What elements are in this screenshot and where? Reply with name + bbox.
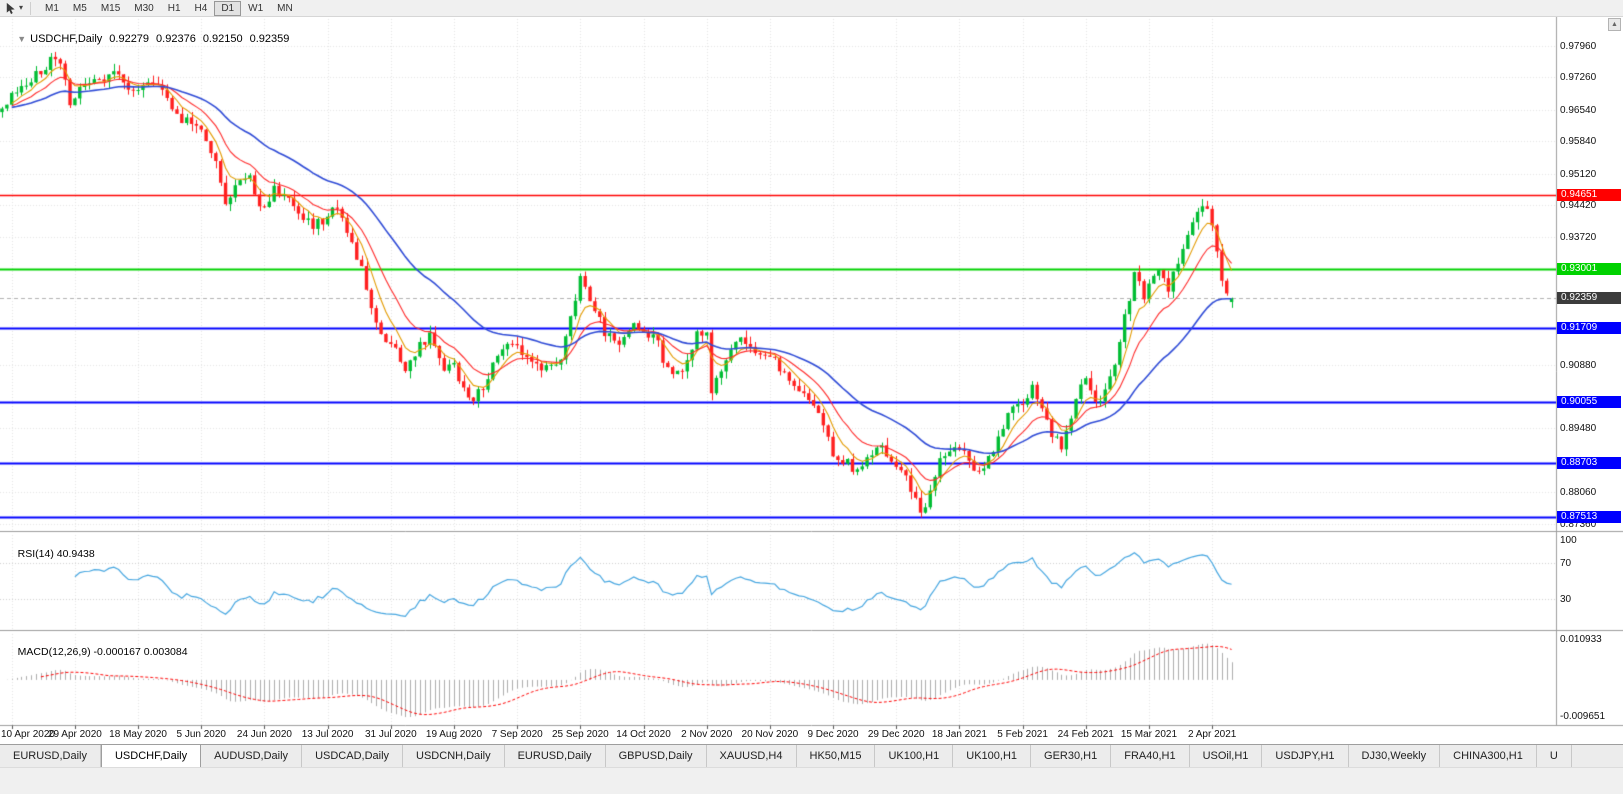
rsi-indicator-label: RSI(14) 40.9438	[6, 536, 95, 572]
date-axis-label: 24 Feb 2021	[1057, 729, 1114, 740]
chart-symbol-label: USDCHF,Daily	[30, 33, 103, 45]
timeframe-button-h4[interactable]: H4	[194, 2, 208, 14]
price-axis-label: 0.97260	[1560, 72, 1597, 84]
price-axis-label: 0.95120	[1560, 168, 1597, 180]
chart-tab-usdchf-daily[interactable]: USDCHF,Daily	[100, 745, 202, 767]
chart-tab-eurusd-daily[interactable]: EURUSD,Daily	[504, 745, 606, 767]
price-axis-label: 0.96540	[1560, 104, 1597, 116]
price-axis-label: 0.88060	[1560, 487, 1597, 499]
rsi-axis-label: 70	[1560, 558, 1572, 569]
price-axis-label: 0.94420	[1560, 200, 1597, 212]
rsi-name: RSI(14)	[17, 548, 54, 560]
ohlc-low: 0.92150	[202, 33, 243, 45]
level-price-tag[interactable]: 0.88703	[1557, 457, 1621, 470]
dropdown-caret-icon: ▾	[19, 3, 24, 12]
timeframe-button-m30[interactable]: M30	[134, 2, 154, 14]
chart-tab-bar: EURUSD,Daily USDCHF,Daily AUDUSD,Daily USDC…	[0, 744, 1623, 767]
date-axis-label: 14 Oct 2020	[616, 729, 671, 740]
date-axis-label: 5 Jun 2020	[176, 729, 227, 740]
date-axis-label: 10 Apr 2020	[1, 729, 55, 740]
chart-tab-uk100-h1[interactable]: UK100,H1	[953, 745, 1032, 767]
chart-tab-fra40-h1[interactable]: FRA40,H1	[1111, 745, 1190, 767]
chart-tab-u[interactable]: U	[1536, 745, 1572, 767]
chart-tab-hk50-m15[interactable]: HK50,M15	[796, 745, 876, 767]
date-axis-label: 20 Nov 2020	[741, 729, 799, 740]
timeframe-button-mn[interactable]: MN	[277, 2, 293, 14]
date-axis-label: 9 Dec 2020	[807, 729, 859, 740]
price-axis-label: 0.87360	[1560, 519, 1597, 531]
date-axis-label: 7 Sep 2020	[491, 729, 543, 740]
chart-tab-usoil-h1[interactable]: USOil,H1	[1189, 745, 1263, 767]
rsi-value: 40.9438	[56, 548, 95, 560]
level-price-tag[interactable]: 0.90055	[1557, 396, 1621, 409]
ohlc-close: 0.92359	[249, 33, 290, 45]
collapse-arrow-icon[interactable]: ▼	[17, 34, 27, 44]
chart-title: ▼ USDCHF,Daily 0.92279 0.92376 0.92150 0.9235…	[5, 21, 289, 57]
chart-tab-usdjpy-h1[interactable]: USDJPY,H1	[1262, 745, 1349, 767]
chart-window: ▼ USDCHF,Daily 0.92279 0.92376 0.92150 0.9235…	[0, 17, 1623, 744]
timeframe-button-m5[interactable]: M5	[72, 2, 87, 14]
cursor-tool-button[interactable]: ▾	[0, 0, 27, 16]
date-axis-label: 2 Nov 2020	[681, 729, 733, 740]
chart-scroll-up-button[interactable]: ▲	[1608, 18, 1621, 31]
chart-tab-audusd-daily[interactable]: AUDUSD,Daily	[201, 745, 303, 767]
date-axis-label: 25 Sep 2020	[551, 729, 609, 740]
date-axis-label: 29 Apr 2020	[47, 729, 102, 740]
timeframe-group: M1 M5 M15 M30 H1 H4 D1 W1 MN	[34, 0, 304, 16]
chart-tab-gbpusd-daily[interactable]: GBPUSD,Daily	[605, 745, 707, 767]
macd-axis-bottom-label: -0.009651	[1560, 711, 1606, 722]
chart-tab-xauusd-h4[interactable]: XAUUSD,H4	[706, 745, 797, 767]
toolbar-divider	[30, 1, 32, 15]
level-price-tag[interactable]: 0.87513	[1557, 511, 1621, 524]
macd-axis-top-label: 0.010933	[1560, 634, 1602, 645]
pointer-icon	[6, 2, 15, 14]
timeframe-button-h1[interactable]: H1	[167, 2, 181, 14]
chart-tab-usdcad-daily[interactable]: USDCAD,Daily	[302, 745, 404, 767]
macd-indicator-label: MACD(12,26,9) -0.000167 0.003084	[6, 634, 188, 670]
chart-tab-usdcnh-daily[interactable]: USDCNH,Daily	[403, 745, 505, 767]
date-axis-label: 18 May 2020	[109, 729, 167, 740]
candlestick-chart-canvas[interactable]	[0, 17, 1623, 744]
date-axis-label: 15 Mar 2021	[1120, 729, 1178, 740]
status-strip	[0, 767, 1623, 794]
rsi-axis-label: 30	[1560, 594, 1572, 605]
price-axis-label: 0.89480	[1560, 423, 1597, 435]
date-axis-label: 19 Aug 2020	[425, 729, 483, 740]
level-price-tag[interactable]: 0.91709	[1557, 321, 1621, 334]
timeframe-toolbar: ▾ M1 M5 M15 M30 H1 H4 D1 W1 MN	[0, 0, 1623, 17]
date-axis-label: 24 Jun 2020	[236, 729, 292, 740]
macd-name: MACD(12,26,9)	[17, 646, 91, 658]
price-axis-label: 0.97960	[1560, 40, 1597, 52]
timeframe-button-w1[interactable]: W1	[248, 2, 264, 14]
price-axis-label: 0.93720	[1560, 231, 1597, 243]
chart-tab-eurusd-daily[interactable]: EURUSD,Daily	[0, 745, 101, 767]
ohlc-open: 0.92279	[109, 33, 150, 45]
macd-value: -0.000167	[93, 646, 141, 658]
level-price-tag[interactable]: 0.93001	[1557, 263, 1621, 276]
level-price-tag[interactable]: 0.94651	[1557, 188, 1621, 201]
timeframe-button-m15[interactable]: M15	[100, 2, 121, 14]
date-axis-label: 5 Feb 2021	[997, 729, 1048, 740]
current-price-tag: 0.92359	[1557, 292, 1621, 305]
date-axis-label: 2 Apr 2021	[1187, 729, 1237, 740]
chart-tab-uk100-h1[interactable]: UK100,H1	[875, 745, 954, 767]
macd-signal-value: 0.003084	[143, 646, 188, 658]
timeframe-button-m1[interactable]: M1	[45, 2, 59, 14]
price-axis-label: 0.95840	[1560, 136, 1597, 148]
timeframe-button-d1[interactable]: D1	[214, 0, 242, 16]
chart-tab-china300-h1[interactable]: CHINA300,H1	[1440, 745, 1537, 767]
chart-tab-dj30-weekly[interactable]: DJ30,Weekly	[1348, 745, 1441, 767]
rsi-axis-label: 100	[1560, 535, 1577, 546]
date-axis-label: 29 Dec 2020	[867, 729, 925, 740]
chart-tab-ger30-h1[interactable]: GER30,H1	[1031, 745, 1112, 767]
date-axis-label: 13 Jul 2020	[301, 729, 354, 740]
ohlc-high: 0.92376	[156, 33, 196, 45]
date-axis-label: 31 Jul 2020	[364, 729, 417, 740]
date-axis-label: 18 Jan 2021	[931, 729, 987, 740]
price-axis-label: 0.90880	[1560, 360, 1597, 372]
